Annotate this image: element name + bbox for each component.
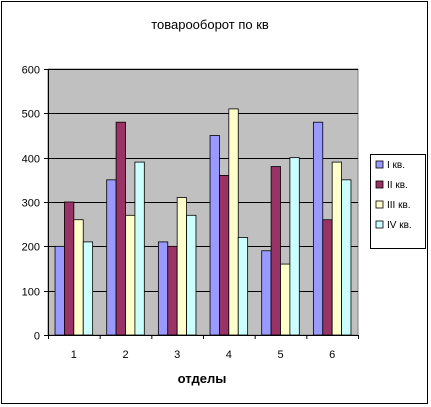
legend-swatch [375, 200, 384, 209]
bar [280, 263, 291, 336]
y-tick-label: 300 [22, 198, 40, 210]
x-tick-label: 3 [174, 349, 180, 361]
y-tick-label: 100 [22, 287, 40, 299]
x-tick-label: 1 [71, 349, 77, 361]
bar [312, 121, 324, 336]
x-tick-labels: 1 2 3 4 5 6 [71, 349, 335, 361]
y-tick-label: 0 [34, 331, 40, 343]
legend-label: IV кв. [387, 220, 412, 231]
bar [54, 245, 65, 336]
axes [44, 69, 359, 339]
bar [186, 214, 197, 336]
gridlines [48, 69, 358, 292]
x-tick-label: 4 [226, 349, 232, 361]
legend-swatch [375, 220, 384, 229]
y-tick-label: 500 [22, 109, 40, 121]
bar [167, 245, 178, 336]
bar [115, 121, 126, 336]
bar [219, 174, 230, 336]
x-axis-label: отделы [178, 371, 227, 386]
x-tick-label: 2 [122, 349, 128, 361]
legend: I кв. II кв. III кв. IV кв. [370, 154, 426, 249]
legend-swatch [375, 160, 384, 169]
bar [64, 201, 75, 336]
legend-swatch [375, 180, 384, 189]
y-tick-label: 200 [22, 242, 40, 254]
bar [176, 197, 187, 336]
bar [237, 237, 249, 336]
x-tick-label: 5 [277, 349, 283, 361]
bar [209, 135, 220, 336]
legend-label: I кв. [387, 160, 405, 171]
y-tick-label: 400 [22, 154, 40, 166]
bar [289, 157, 300, 336]
bar [331, 161, 342, 336]
legend-label: III кв. [387, 200, 411, 211]
bar [157, 241, 169, 336]
legend-label: II кв. [387, 180, 408, 191]
y-tick-label: 600 [22, 65, 40, 77]
bar [322, 219, 333, 336]
bar [82, 241, 94, 336]
bar [125, 214, 136, 336]
y-tick-labels: 0 100 200 300 400 500 600 [22, 65, 40, 343]
bar [134, 161, 145, 336]
x-tick-label: 6 [329, 349, 335, 361]
bar [270, 166, 281, 336]
bar [228, 108, 239, 336]
bar [261, 250, 272, 336]
bar [341, 179, 352, 336]
bar [106, 179, 117, 336]
bar [73, 219, 84, 336]
chart-title: товарооборот по кв [151, 17, 269, 32]
